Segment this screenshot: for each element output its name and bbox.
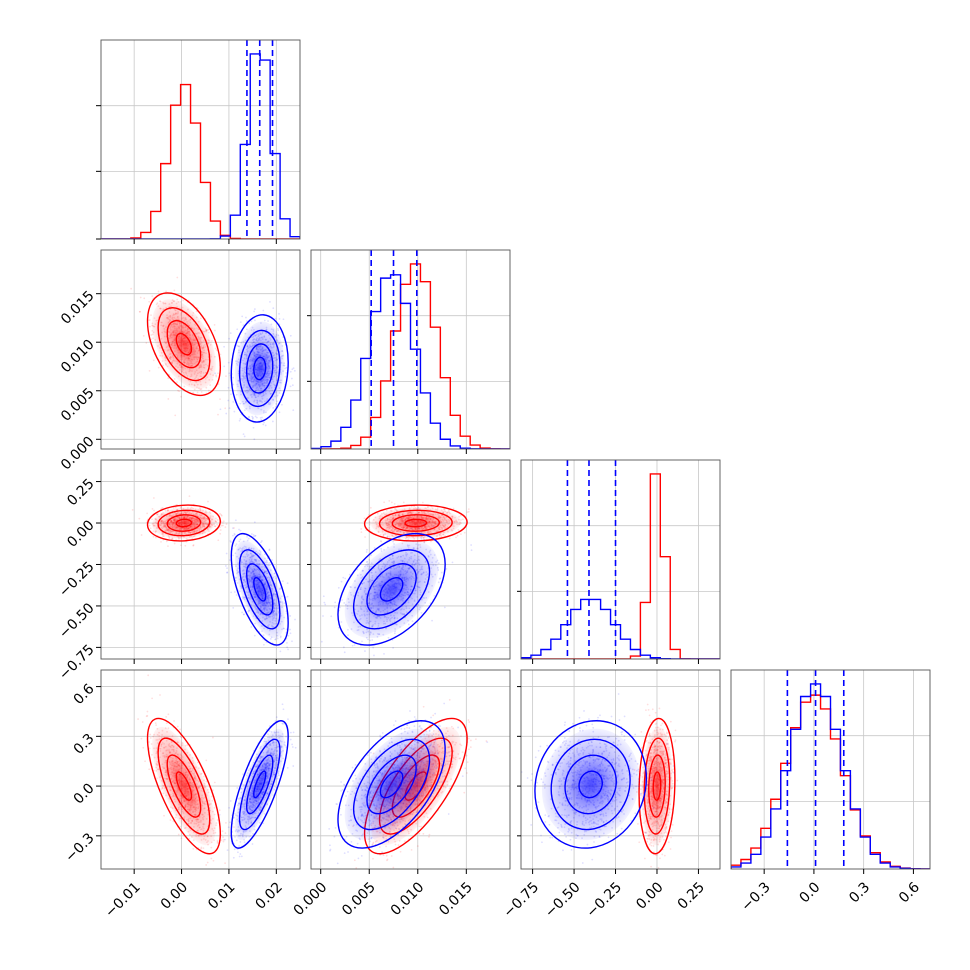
- contour-0-1: [157, 509, 211, 537]
- x-tick-label-0-1: 0.00: [158, 879, 191, 912]
- contour-0-3: [175, 518, 193, 528]
- contour-1-2: [245, 563, 274, 616]
- histogram-panel-3: −0.3 0.0 0.3 0.6: [727, 669, 931, 915]
- x-tick-label-0-2: 0.01: [205, 879, 238, 912]
- contour-0-3: [175, 332, 193, 356]
- x-tick-label-2-2: −0.25: [583, 879, 625, 921]
- histogram-series-1: [731, 683, 930, 869]
- histogram-series-1: [101, 53, 300, 239]
- contour-0-1: [157, 737, 211, 835]
- contour-1-1: [238, 329, 281, 408]
- contour-1-3: [379, 577, 404, 602]
- x-tick-label-0-3: 0.02: [253, 879, 286, 912]
- contour-0-1: [643, 737, 671, 835]
- contour-1-2: [366, 563, 417, 616]
- y-tick-label-1-0: 0.000: [58, 434, 98, 474]
- contour-1-0: [337, 720, 446, 849]
- x-tick-label-1-2: 0.010: [388, 879, 428, 919]
- contour-1-2: [245, 343, 274, 394]
- contour-0-0: [638, 717, 676, 855]
- y-tick-label-1-3: 0.015: [58, 288, 98, 328]
- contour-1-1: [352, 549, 431, 630]
- x-tick-label-2-3: 0.00: [633, 879, 666, 912]
- histogram-panel-1: [307, 249, 511, 454]
- scatter-panel-0-2: −0.75−0.50−0.25 0.00 0.25: [56, 459, 301, 684]
- contour-0-0: [146, 292, 222, 397]
- y-tick-label-2-3: 0.00: [64, 517, 97, 550]
- histogram-series-1: [311, 274, 510, 449]
- x-tick-label-3-2: 0.3: [846, 879, 873, 906]
- y-tick-label-3-3: 0.6: [71, 681, 98, 708]
- contour-1-3: [253, 356, 267, 381]
- contour-1-0: [230, 314, 289, 423]
- contour-1-3: [253, 577, 267, 602]
- x-tick-label-0-0: −0.01: [102, 879, 144, 921]
- histogram-panel-0: [96, 39, 301, 244]
- contour-1-0: [230, 532, 289, 646]
- contour-0-2: [166, 319, 202, 369]
- contour-0-2: [648, 754, 666, 818]
- contour-1-2: [564, 754, 617, 815]
- contour-0-3: [652, 771, 662, 801]
- x-tick-label-1-0: 0.000: [291, 879, 331, 919]
- contour-0-2: [166, 514, 202, 532]
- x-tick-label-2-4: 0.25: [675, 879, 708, 912]
- histogram-series-1: [521, 598, 720, 659]
- y-tick-label-3-2: 0.3: [71, 731, 98, 758]
- contour-0-0: [146, 717, 222, 855]
- contour-1-3: [578, 770, 603, 799]
- contour-1-2: [245, 754, 274, 815]
- y-tick-label-1-2: 0.010: [58, 337, 98, 377]
- x-tick-label-3-0: −0.3: [738, 879, 773, 914]
- contour-0-0: [146, 504, 222, 542]
- contour-0-1: [157, 307, 211, 382]
- x-tick-label-1-3: 0.015: [436, 879, 476, 919]
- contour-0-2: [391, 514, 441, 532]
- y-tick-label-3-1: 0.0: [71, 780, 98, 807]
- contour-1-0: [230, 720, 289, 849]
- y-tick-label-1-1: 0.005: [58, 385, 98, 425]
- contour-1-0: [534, 720, 648, 849]
- histogram-panel-2: [517, 459, 721, 664]
- y-tick-label-3-0: −0.3: [62, 830, 97, 865]
- x-tick-label-2-1: −0.50: [542, 879, 584, 921]
- contour-0-3: [175, 771, 193, 801]
- y-tick-label-2-0: −0.75: [56, 642, 98, 684]
- contour-1-3: [379, 770, 404, 799]
- x-tick-label-2-0: −0.75: [501, 879, 543, 921]
- scatter-panel-1-2: [307, 459, 511, 664]
- contour-1-1: [550, 738, 631, 831]
- scatter-panel-0-1: 0.000 0.005 0.010 0.015: [58, 249, 301, 474]
- x-tick-label-1-1: 0.005: [339, 879, 379, 919]
- contour-1-1: [352, 738, 431, 831]
- y-tick-label-2-4: 0.25: [64, 476, 97, 509]
- contour-0-2: [166, 754, 202, 818]
- scatter-panel-0-3: −0.3 0.0 0.3 0.6 −0.01 0.00 0.01 0.02: [62, 669, 301, 921]
- scatter-panel-2-3: −0.75 −0.50 −0.25 0.00 0.25: [501, 669, 721, 921]
- contour-1-1: [238, 549, 281, 630]
- contour-1-3: [253, 770, 267, 799]
- contour-0-1: [378, 509, 453, 537]
- y-tick-label-2-1: −0.50: [56, 600, 98, 642]
- contour-1-1: [238, 738, 281, 831]
- x-tick-label-3-1: 0.0: [796, 879, 823, 906]
- contour-0-3: [404, 518, 428, 528]
- x-tick-label-3-3: 0.6: [896, 879, 923, 906]
- scatter-panel-1-3: 0.000 0.005 0.010 0.015: [291, 669, 511, 919]
- histogram-series-0: [311, 263, 510, 449]
- contour-1-0: [337, 532, 446, 646]
- y-tick-label-2-2: −0.25: [56, 559, 98, 601]
- contour-1-2: [366, 754, 417, 815]
